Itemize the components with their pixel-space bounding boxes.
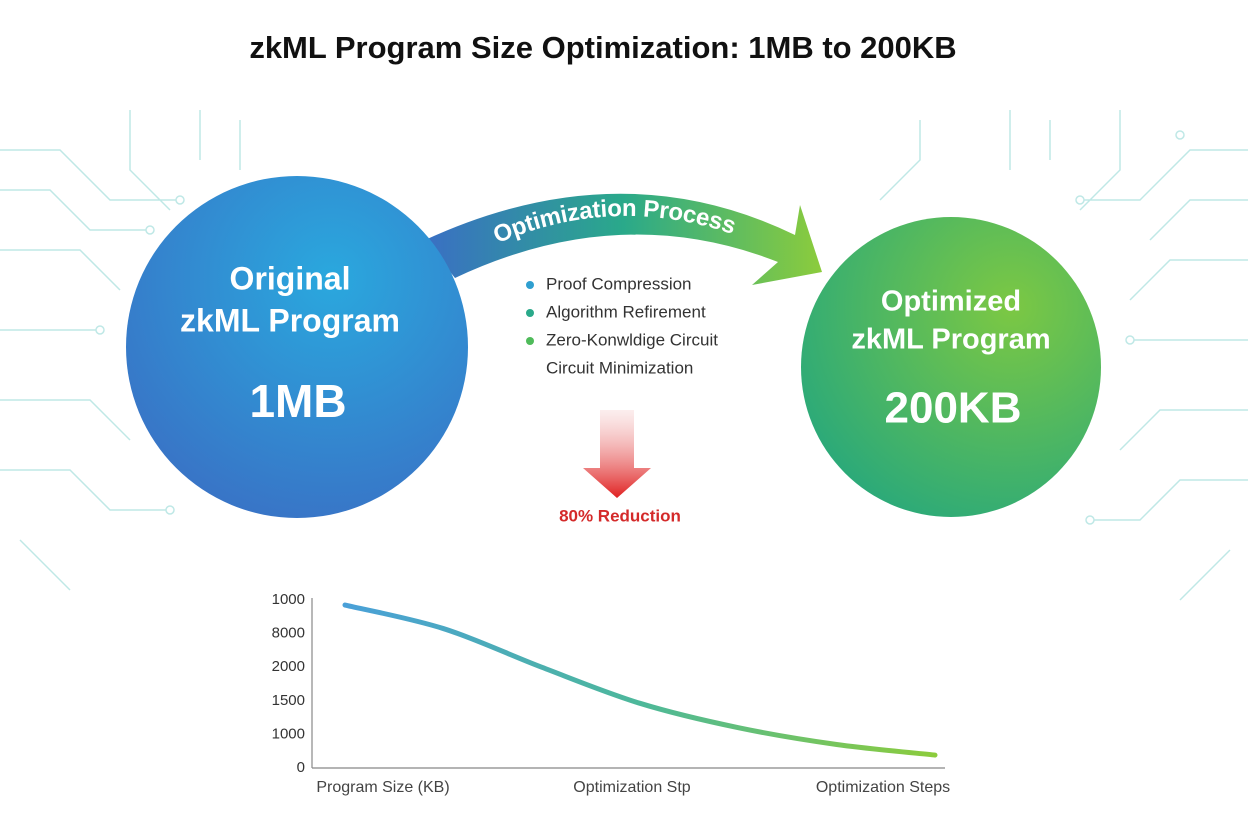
y-tick-label: 2000 bbox=[272, 658, 305, 675]
y-tick-label: 1500 bbox=[272, 692, 305, 709]
optimized-size: 200KB bbox=[885, 384, 1022, 433]
y-tick-label: 1000 bbox=[272, 591, 305, 608]
x-label: Optimization Steps bbox=[816, 779, 950, 796]
process-arrow bbox=[425, 193, 822, 285]
bullet bbox=[526, 309, 534, 317]
reduction-label: 80% Reduction bbox=[559, 506, 681, 525]
original-label: Original bbox=[230, 260, 351, 296]
title: zkML Program Size Optimization: 1MB to 2… bbox=[249, 30, 956, 65]
reduction-arrow bbox=[583, 410, 651, 498]
original-size: 1MB bbox=[249, 375, 346, 427]
step: Proof Compression bbox=[546, 274, 692, 293]
step: Zero-Konwldige Circuit bbox=[546, 330, 718, 349]
x-label: Program Size (KB) bbox=[316, 779, 449, 796]
optimized-label: Optimized bbox=[881, 286, 1021, 318]
y-tick-label: 8000 bbox=[272, 625, 305, 642]
bullet bbox=[526, 281, 534, 289]
circuit-decoration bbox=[0, 110, 1248, 601]
y-tick-label: 1000 bbox=[272, 725, 305, 742]
line bbox=[342, 602, 938, 758]
y-tick-label: 0 bbox=[297, 759, 305, 776]
line-chart: 1000 8000 2000 1500 1000 0 Program Size (KB) Op… bbox=[272, 591, 951, 796]
x-label: Optimization Stp bbox=[573, 779, 690, 796]
optimized-circle bbox=[801, 217, 1101, 517]
step: Circuit Minimization bbox=[546, 358, 693, 377]
original-label: zkML Program bbox=[180, 302, 400, 338]
bullet bbox=[526, 337, 534, 345]
original-circle bbox=[126, 176, 468, 518]
optimized-label: zkML Program bbox=[851, 324, 1050, 356]
step: Algorithm Refirement bbox=[546, 302, 706, 321]
